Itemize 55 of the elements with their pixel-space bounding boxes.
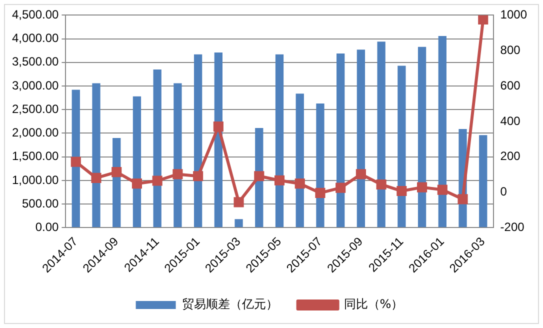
point [396,186,407,196]
bar [296,94,304,228]
point [213,122,224,132]
point [234,197,244,208]
bar [132,96,142,228]
bar [234,219,243,228]
bar [336,53,345,228]
y-tick-label: 2,500.00 [12,102,60,116]
y2-tick-label: 200 [500,149,521,164]
point [254,171,264,182]
y2-tick-label: 0 [500,184,508,199]
bar [92,83,100,228]
y-tick-label: 3,500.00 [12,54,60,69]
bar [72,90,80,228]
bar [174,83,182,228]
y2-tick-label: 1000 [500,8,528,22]
bar [438,36,446,228]
bar [275,54,284,228]
legend-label: 同比（%） [344,297,404,312]
y-tick-label: 3,000.00 [12,78,60,92]
point [458,194,468,204]
bar [479,135,488,228]
bar [398,66,406,228]
y-tick-label: 1,500.00 [12,149,60,164]
y2-tick-label: 400 [500,114,521,128]
point [112,167,122,178]
point [193,171,204,182]
y2-tick-label: -200 [500,220,525,234]
bar [153,70,162,228]
point [132,178,142,189]
y-tick-label: 500.00 [22,196,60,210]
point [437,184,448,195]
y2-tick-label: 800 [500,42,521,57]
bar [377,42,386,228]
point [336,182,346,193]
point [70,156,81,167]
y-tick-label: 4,000.00 [12,31,60,46]
point [294,178,305,189]
legend-label: 贸易顺差（亿元） [182,297,278,312]
y-tick-label: 2,000.00 [12,126,60,140]
point [172,169,183,180]
bar [356,50,366,228]
y-tick-label: 4,500.00 [12,8,60,22]
bar [418,46,426,228]
point [356,169,366,180]
y-tick-label: 0.00 [35,220,60,234]
point [376,179,386,190]
bar [194,54,202,228]
point [91,172,102,183]
point [417,182,428,192]
y2-tick-label: 600 [500,78,521,92]
point [478,15,488,24]
point [274,175,285,186]
point [152,176,162,186]
y-tick-label: 1,000.00 [12,172,60,187]
